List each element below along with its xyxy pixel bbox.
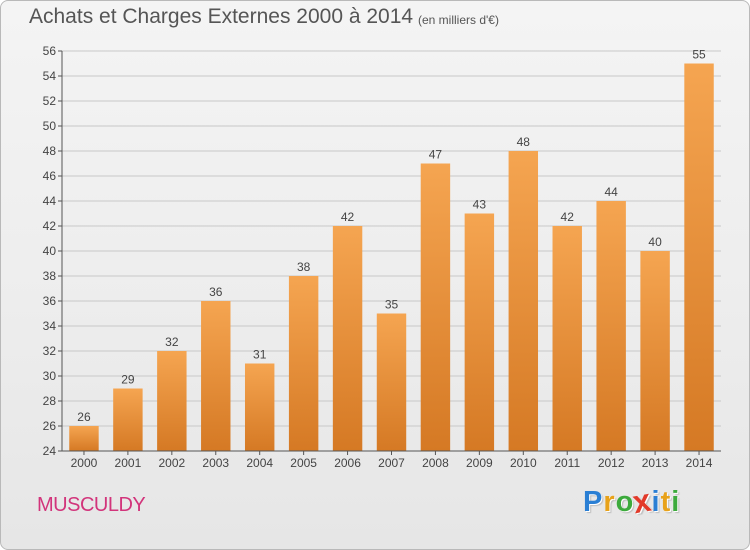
y-tick-label: 24 <box>43 444 57 458</box>
bar-2014 <box>684 63 714 451</box>
bar-2011 <box>552 226 582 451</box>
x-tick-label: 2014 <box>686 456 713 470</box>
y-tick-label: 42 <box>43 219 57 233</box>
logo-letter: t <box>660 486 672 518</box>
bar-2007 <box>376 313 407 451</box>
x-tick-label: 2008 <box>422 456 449 470</box>
x-tick-label: 2011 <box>554 456 580 470</box>
bar-2006 <box>332 226 363 451</box>
logo-letter: i <box>671 486 681 518</box>
bar-2005 <box>288 276 319 451</box>
y-tick-label: 54 <box>43 69 57 83</box>
x-tick-label: 2007 <box>378 456 405 470</box>
chart-title: Achats et Charges Externes 2000 à 2014 <box>29 5 414 28</box>
y-tick-label: 38 <box>43 269 57 283</box>
data-label-2013: 40 <box>648 235 662 249</box>
bar-2009 <box>464 213 495 451</box>
commune-name: MUSCULDY <box>37 494 146 516</box>
bar-2001 <box>113 388 143 451</box>
x-tick-label: 2002 <box>158 456 185 470</box>
bars: 26 29 32 36 31 38 42 35 47 43 48 42 44 40 55 <box>69 48 714 451</box>
y-tick-label: 28 <box>43 394 57 408</box>
logo-letter: r <box>603 486 616 518</box>
y-tick-label: 50 <box>43 119 57 133</box>
bar-2012 <box>596 201 626 451</box>
y-tick-label: 32 <box>43 344 57 358</box>
x-tick-label: 2006 <box>334 456 361 470</box>
data-label-2004: 31 <box>253 348 267 362</box>
y-tick-label: 40 <box>43 244 57 258</box>
data-label-2006: 42 <box>341 210 355 224</box>
bar-2013 <box>640 251 670 451</box>
y-tick-label: 56 <box>43 44 57 58</box>
x-tick-label: 2010 <box>510 456 537 470</box>
logo-letter: i <box>651 486 661 518</box>
proxiti-logo: Proxiti <box>583 483 681 521</box>
data-label-2008: 47 <box>429 148 443 162</box>
x-tick-label: 2005 <box>290 456 317 470</box>
axes: 24 26 28 30 32 34 36 38 40 42 44 46 48 50 52 54 56 2000 20… <box>43 44 721 470</box>
bar-2008 <box>420 163 451 451</box>
data-label-2003: 36 <box>209 285 223 299</box>
bar-2010 <box>508 151 539 451</box>
bar-2004 <box>244 363 275 451</box>
x-tick-label: 2013 <box>642 456 669 470</box>
y-tick-label: 46 <box>43 169 57 183</box>
x-tick-label: 2001 <box>115 456 142 470</box>
data-label-2010: 48 <box>517 135 531 149</box>
x-tick-label: 2004 <box>246 456 273 470</box>
data-label-2012: 44 <box>604 185 618 199</box>
data-label-2005: 38 <box>297 260 311 274</box>
data-label-2000: 26 <box>77 410 91 424</box>
y-tick-label: 48 <box>43 144 57 158</box>
x-tick-label: 2003 <box>202 456 229 470</box>
data-label-2011: 42 <box>561 210 575 224</box>
data-label-2009: 43 <box>473 198 487 212</box>
y-tick-label: 26 <box>43 419 57 433</box>
y-tick-label: 52 <box>43 94 57 108</box>
data-label-2007: 35 <box>385 298 399 312</box>
bar-2000 <box>69 426 99 451</box>
data-label-2001: 29 <box>121 373 135 387</box>
data-label-2002: 32 <box>165 335 179 349</box>
x-tick-label: 2000 <box>71 456 98 470</box>
y-tick-label: 30 <box>43 369 57 383</box>
x-tick-label: 2009 <box>466 456 493 470</box>
y-tick-label: 36 <box>43 294 57 308</box>
logo-letter: P <box>583 486 604 518</box>
y-tick-label: 34 <box>43 319 57 333</box>
bar-2002 <box>157 351 187 451</box>
chart-unit: (en milliers d'€) <box>418 13 499 27</box>
bar-2003 <box>201 301 231 451</box>
logo-letter: o <box>615 486 635 518</box>
y-tick-label: 44 <box>43 194 57 208</box>
x-tick-label: 2012 <box>598 456 625 470</box>
data-label-2014: 55 <box>692 48 706 62</box>
